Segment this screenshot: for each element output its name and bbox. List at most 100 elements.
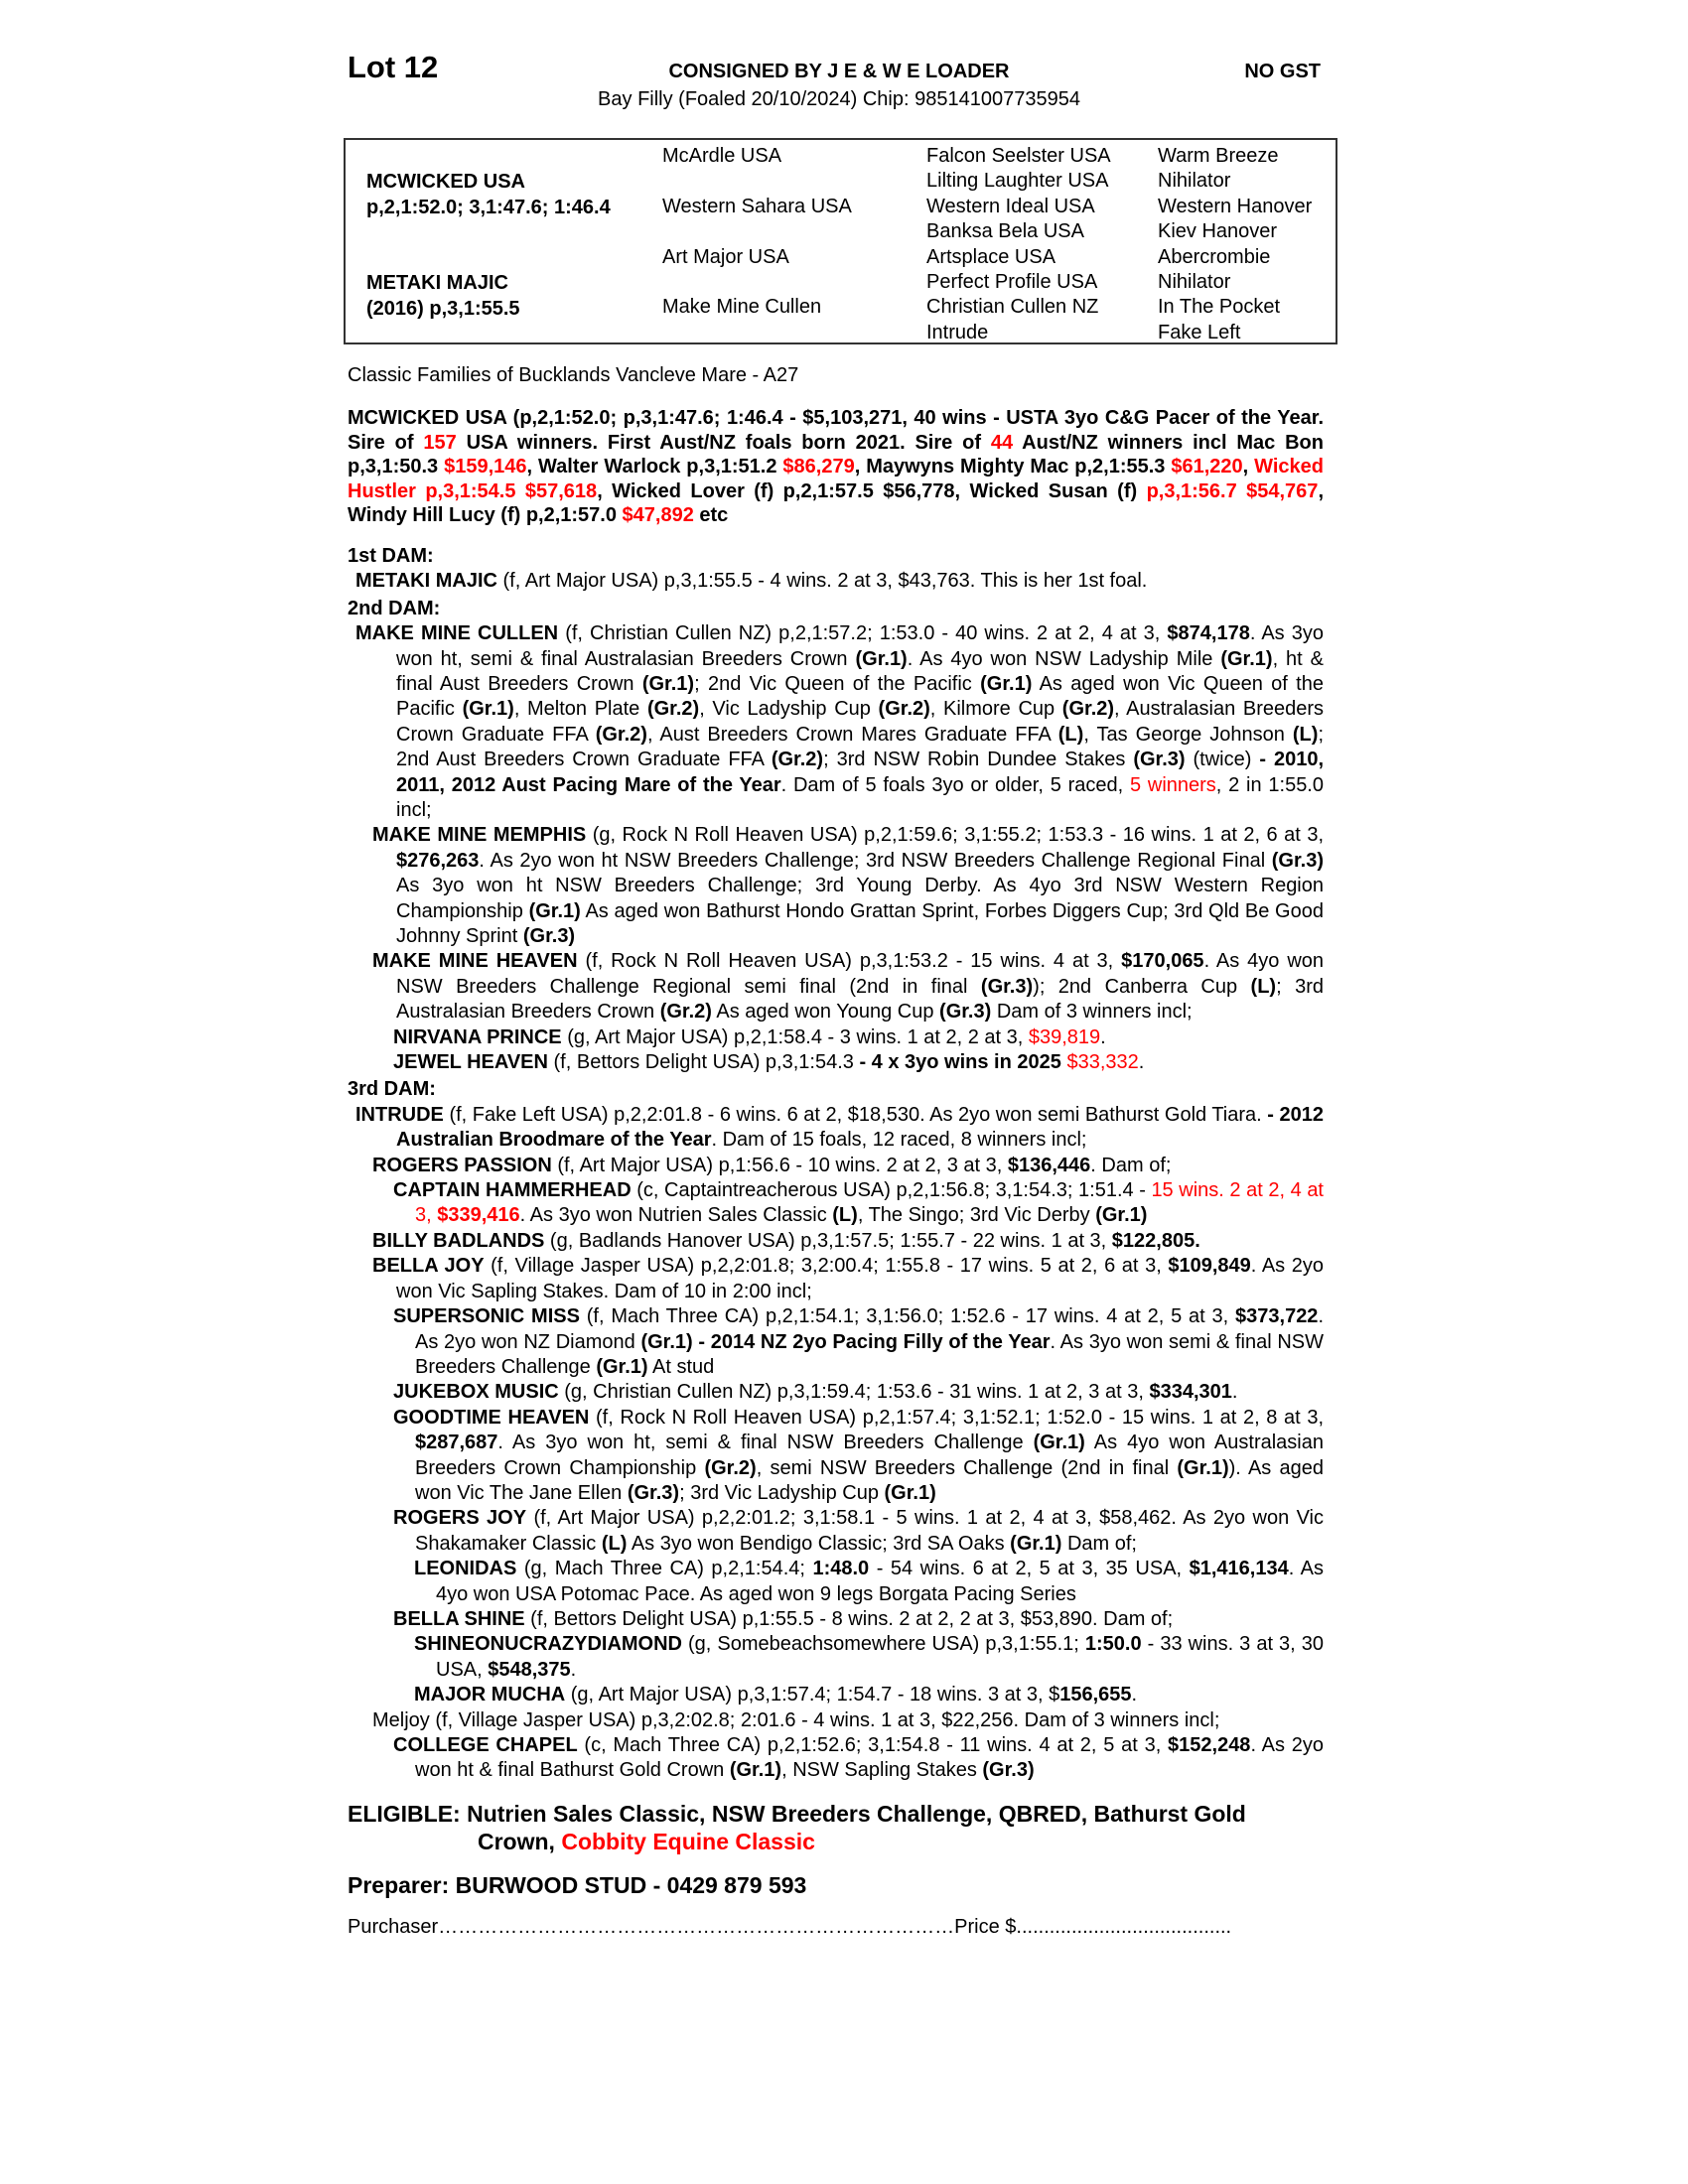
text-run: , Aust Breeders Crown Mares Graduate FFA xyxy=(646,723,1058,746)
text-run: - 2010, 2011, 2012 Aust Pacing Mare of t… xyxy=(396,749,1325,796)
text-run: , Wicked Lover (f) p,2,1:57.5 $56,778, W… xyxy=(597,479,1147,502)
pedigree-gen2: Make Mine Cullen xyxy=(662,296,822,319)
highlight-text: $339,416 xyxy=(437,1204,520,1227)
text-run: - 33 wins. 3 at 3, 30 USA, xyxy=(436,1633,1324,1681)
dam-entry: BELLA JOY (f, Village Jasper USA) p,2,2:… xyxy=(348,1254,1324,1304)
text-run: ); 2nd Canberra Cup xyxy=(1033,975,1251,998)
text-run: (Gr.1) xyxy=(596,1355,648,1378)
text-run: (Gr.1) xyxy=(980,672,1033,695)
text-run: (Gr.2) xyxy=(595,723,647,746)
text-run: $276,263 xyxy=(396,849,480,872)
text-run: (Gr.1) xyxy=(729,1759,782,1782)
text-run: , Melton Plate xyxy=(513,698,647,721)
text-run: GOODTIME HEAVEN xyxy=(393,1406,590,1429)
dam-entry: SHINEONUCRAZYDIAMOND (g, Somebeachsomewh… xyxy=(348,1632,1324,1683)
text-run: . As 2yo won Vic Sapling Stakes. Dam of … xyxy=(396,1255,1324,1302)
text-run: (Gr.3) xyxy=(980,975,1034,998)
text-run: (g, Rock N Roll Heaven USA) p,2,1:59.6; … xyxy=(586,824,1324,847)
text-run: . Dam of 15 foals, 12 raced, 8 winners i… xyxy=(711,1129,1087,1152)
text-run: BELLA JOY xyxy=(372,1255,485,1278)
text-run: (f, Bettors Delight USA) p,1:55.5 - 8 wi… xyxy=(524,1607,1174,1630)
text-run: (Gr.1) xyxy=(1220,647,1273,670)
highlight-text: 5 winners xyxy=(1129,773,1216,796)
text-run: $287,687 xyxy=(415,1432,498,1454)
text-run: As aged won Young Cup xyxy=(711,1001,940,1024)
text-run: ; 3rd Australasian Breeders Crown xyxy=(396,975,1324,1024)
text-run: (Gr.2) xyxy=(704,1456,757,1479)
text-run: NIRVANA PRINCE xyxy=(393,1025,562,1048)
text-run: (L) xyxy=(832,1204,858,1227)
text-run: $109,849 xyxy=(1168,1255,1251,1278)
dam-entry: JUKEBOX MUSIC (g, Christian Cullen NZ) p… xyxy=(348,1380,1324,1405)
text-run: . As 3yo won Nutrien Sales Classic xyxy=(519,1204,833,1227)
text-run: $548,375 xyxy=(488,1658,571,1681)
price-label: Price $ xyxy=(954,1915,1017,1938)
pedigree-sire: MCWICKED USA xyxy=(366,171,525,193)
text-run: ; 2nd Aust Breeders Crown Graduate FFA xyxy=(396,723,1324,771)
dam-entry: INTRUDE (f, Fake Left USA) p,2,2:01.8 - … xyxy=(348,1103,1324,1154)
text-run: (Gr.3) xyxy=(982,1759,1035,1782)
text-run: $1,416,134 xyxy=(1189,1558,1289,1580)
text-run: (Gr.1) - 2014 NZ 2yo Pacing Filly of the… xyxy=(640,1330,1051,1353)
consignor: CONSIGNED BY J E & W E LOADER xyxy=(668,61,1010,82)
text-run: , Kilmore Cup xyxy=(929,698,1062,721)
text-run: BILLY BADLANDS xyxy=(372,1229,545,1252)
text-run: , Australasian Breeders Crown Graduate F… xyxy=(396,698,1325,746)
text-run: (L) xyxy=(1292,723,1319,746)
horse-description: Bay Filly (Foaled 20/10/2024) Chip: 9851… xyxy=(598,88,1080,110)
text-run: (f, Christian Cullen NZ) p,2,1:57.2; 1:5… xyxy=(558,622,1168,645)
text-run: (c, Mach Three CA) p,2,1:52.6; 3,1:54.8 … xyxy=(577,1734,1169,1756)
text-run: (g, Badlands Hanover USA) p,3,1:57.5; 1:… xyxy=(544,1229,1112,1252)
text-run: LEONIDAS xyxy=(414,1558,517,1580)
text-run: , 2 in 1:55.0 incl; xyxy=(396,773,1324,821)
dam-heading: 2nd DAM: xyxy=(348,597,441,619)
text-run: . As 4yo won NSW Ladyship Mile xyxy=(907,647,1221,670)
text-run: $136,446 xyxy=(1007,1154,1091,1176)
text-run: As aged won Vic Queen of the Pacific xyxy=(396,672,1324,721)
text-run: As aged won Bathurst Hondo Grattan Sprin… xyxy=(396,899,1324,947)
text-run: , xyxy=(1242,456,1255,478)
text-run: . As 4yo won NSW Breeders Challenge Regi… xyxy=(396,950,1325,998)
text-run: CAPTAIN HAMMERHEAD xyxy=(393,1179,632,1202)
text-run: (L) xyxy=(1057,723,1084,746)
dam-entry: BILLY BADLANDS (g, Badlands Hanover USA)… xyxy=(348,1229,1324,1254)
purchaser-label: Purchaser xyxy=(348,1915,439,1938)
highlight-text: 15 wins. 2 at 2, 4 at 3, xyxy=(415,1179,1324,1227)
text-run: MAKE MINE HEAVEN xyxy=(372,950,578,973)
text-run: (g, Art Major USA) p,2,1:58.4 - 3 wins. … xyxy=(561,1025,1029,1048)
text-run: (Gr.3) xyxy=(939,1001,992,1024)
text-run: ). As aged won Vic The Jane Ellen xyxy=(415,1456,1325,1504)
text-run: (Gr.1) xyxy=(855,647,908,670)
dam-entry: NIRVANA PRINCE (g, Art Major USA) p,2,1:… xyxy=(348,1025,1324,1050)
text-run: ROGERS JOY xyxy=(393,1507,527,1530)
text-run: , NSW Sapling Stakes xyxy=(781,1759,983,1782)
text-run: (Gr.1) xyxy=(1177,1456,1229,1479)
dam-entry: COLLEGE CHAPEL (c, Mach Three CA) p,2,1:… xyxy=(348,1733,1324,1784)
text-run: (Gr.3) xyxy=(627,1481,680,1504)
price-field[interactable]: ....................................... xyxy=(1016,1915,1232,1938)
text-run: . As 2yo won NZ Diamond xyxy=(415,1305,1324,1353)
text-run: , ht & final Aust Breeders Crown xyxy=(396,647,1325,695)
text-run: ; 3rd Vic Ladyship Cup xyxy=(679,1481,885,1504)
text-run: . xyxy=(570,1658,577,1681)
pedigree-gen4: Warm Breeze xyxy=(1158,145,1279,167)
text-run: (Gr.1) xyxy=(641,672,695,695)
dam-entry: ROGERS PASSION (f, Art Major USA) p,1:56… xyxy=(348,1154,1324,1178)
text-run: (c, Captaintreacherous USA) p,2,1:56.8; … xyxy=(631,1179,1152,1202)
text-run: (Gr.3) xyxy=(522,925,576,947)
text-run: ELIGIBLE: Nutrien Sales Classic, NSW Bre… xyxy=(348,1800,1246,1854)
pedigree-sire-record: p,2,1:52.0; 3,1:47.6; 1:46.4 xyxy=(366,197,611,218)
dam-entry: SUPERSONIC MISS (f, Mach Three CA) p,2,1… xyxy=(348,1304,1324,1380)
family-line: Classic Families of Bucklands Vancleve M… xyxy=(348,364,799,386)
purchaser-field[interactable]: …………………………………………………………………… xyxy=(438,1915,955,1938)
text-run: (Gr.2) xyxy=(659,1001,712,1024)
pedigree-gen3: Lilting Laughter USA xyxy=(926,170,1109,193)
text-run: (f, Art Major USA) p,1:56.6 - 10 wins. 2… xyxy=(551,1154,1008,1176)
dam-entry: METAKI MAJIC (f, Art Major USA) p,3,1:55… xyxy=(348,569,1324,594)
text-run: (twice) xyxy=(1185,749,1260,771)
purchaser-line: Purchaser……………………………………………………………………Price… xyxy=(348,1915,1324,1940)
text-run: MAKE MINE CULLEN xyxy=(355,622,559,645)
text-run: (Gr.1) xyxy=(1033,1432,1085,1454)
text-run: , Walter Warlock p,3,1:51.2 xyxy=(526,456,783,478)
text-run: (f, Mach Three CA) p,2,1:54.1; 3,1:56.0;… xyxy=(579,1305,1236,1328)
